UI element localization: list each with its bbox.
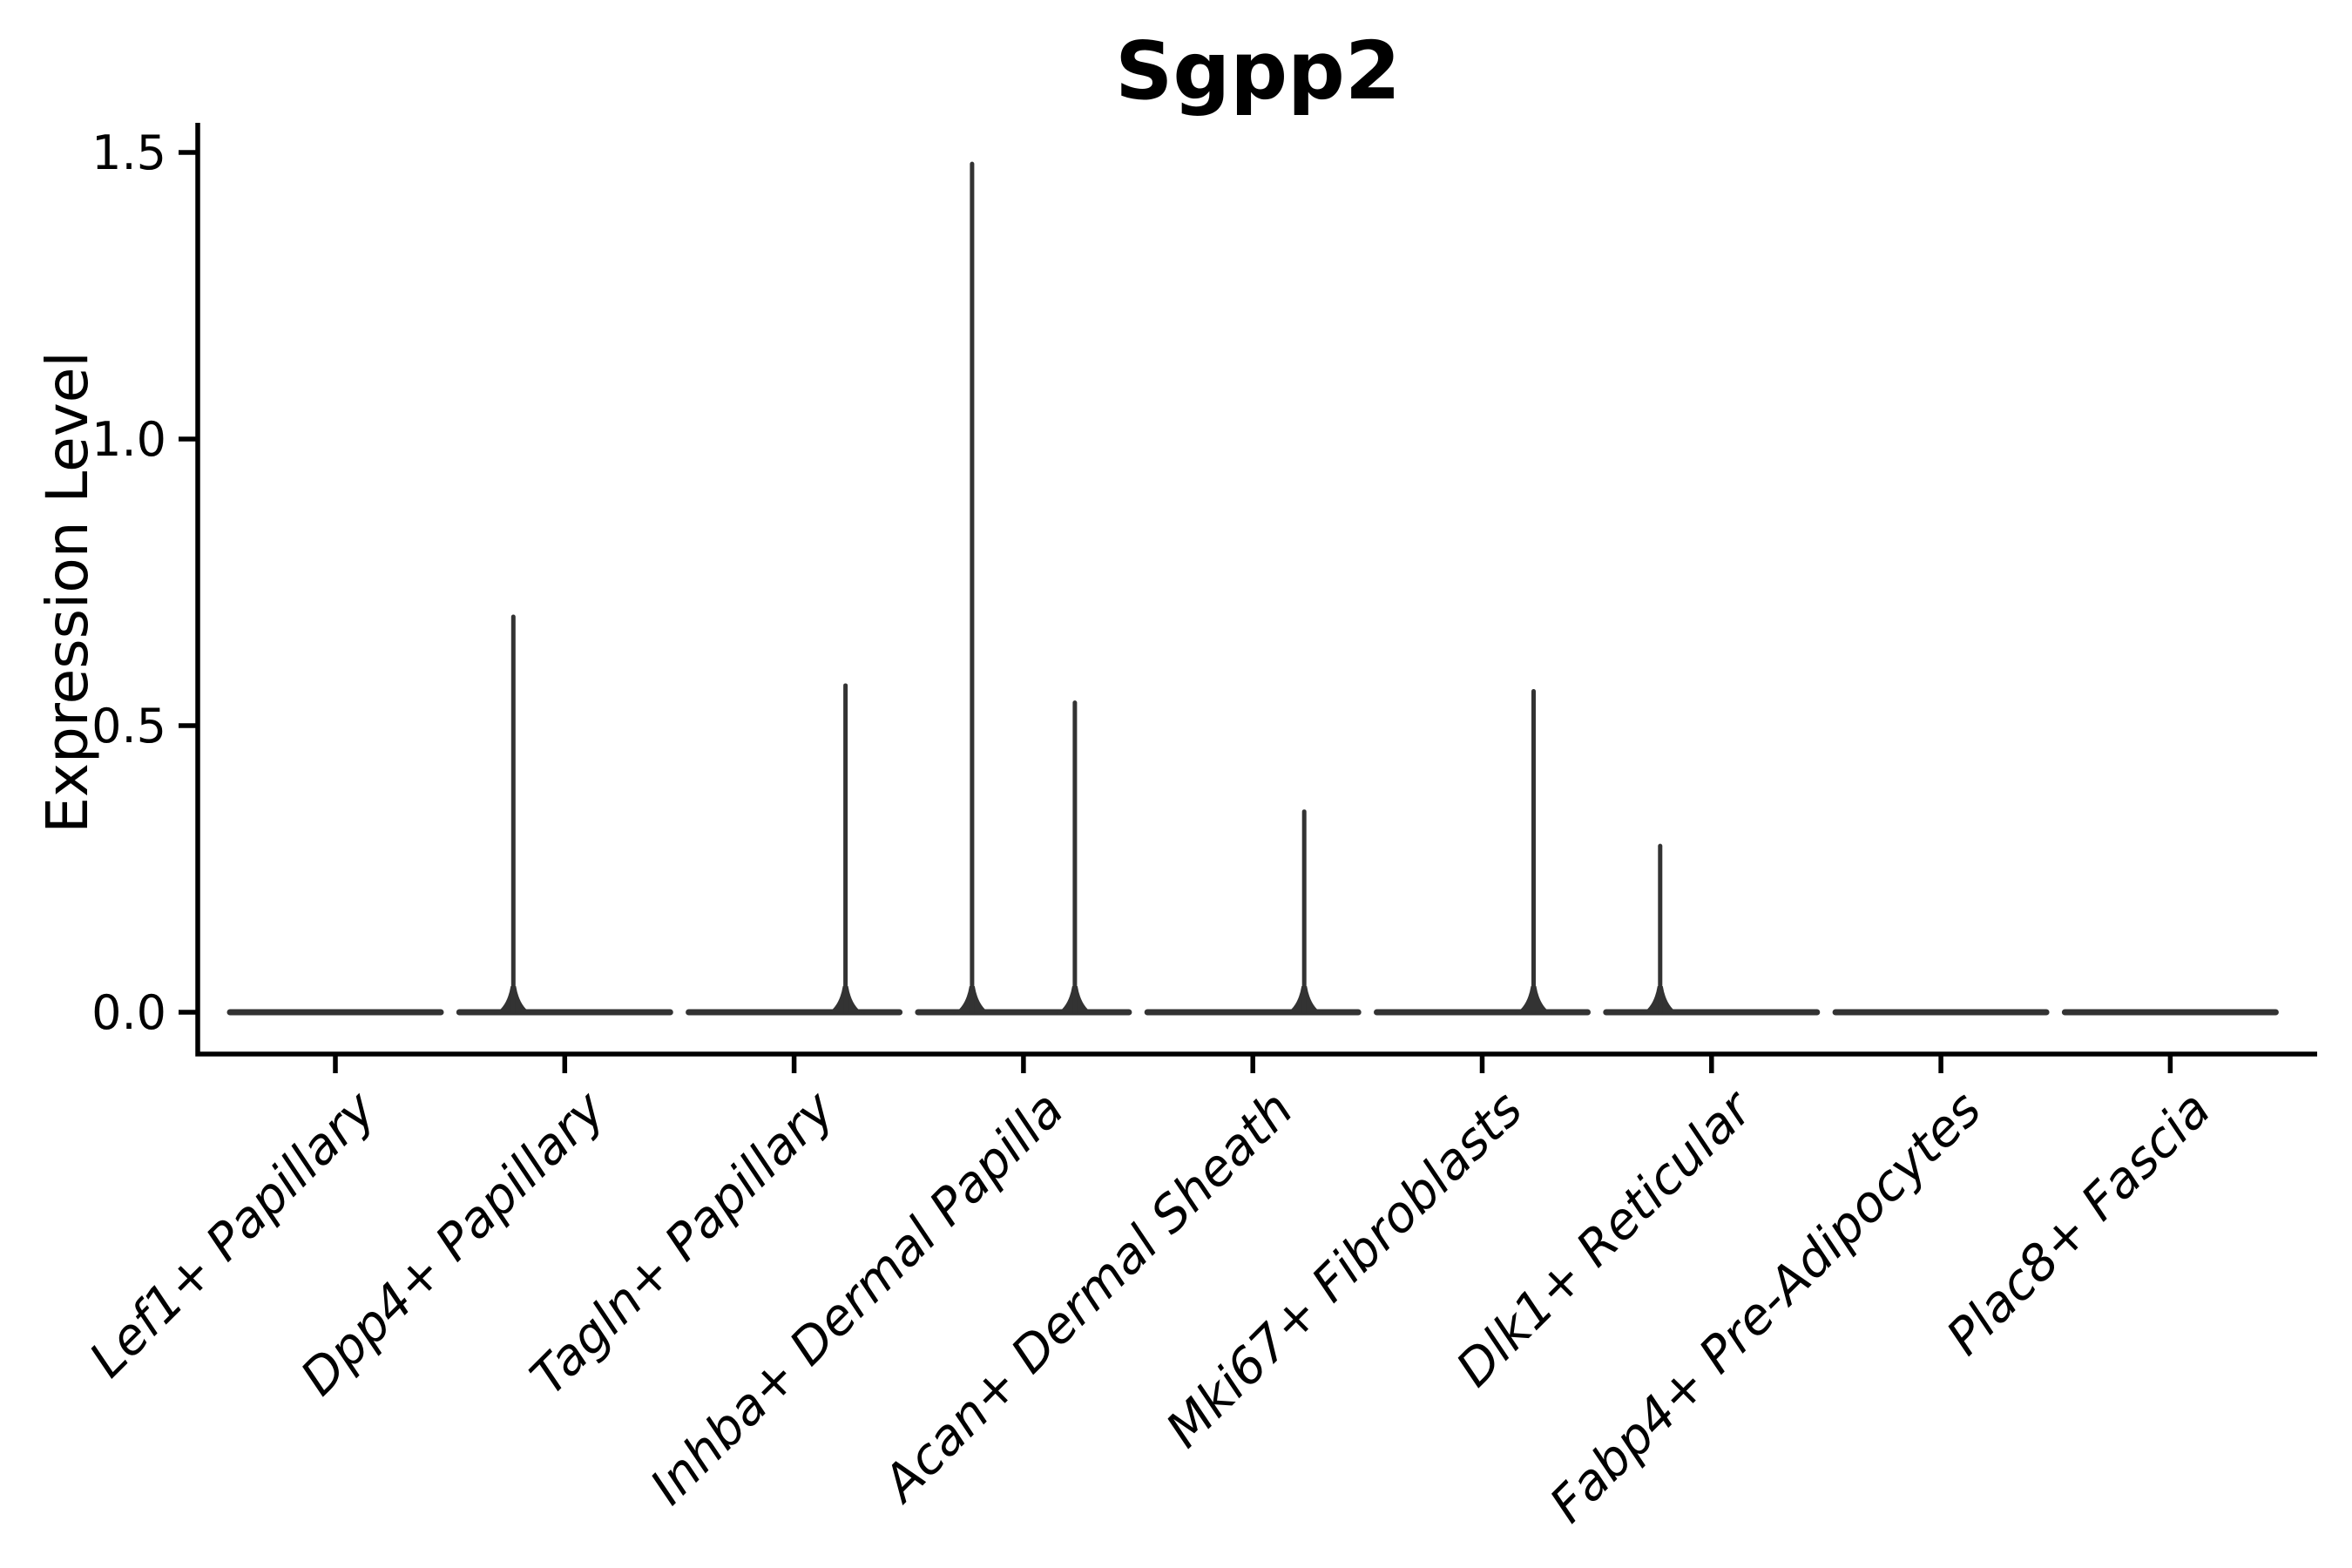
y-tick-label: 1.0 <box>91 412 166 467</box>
axes <box>195 123 2317 1057</box>
violin <box>915 161 1132 1016</box>
y-axis-label: Expression Level <box>34 351 101 833</box>
x-tick-label: Inhba+ Dermal Papilla <box>639 1080 1075 1516</box>
violin <box>686 683 903 1016</box>
violin <box>456 614 673 1016</box>
plot-title: Sgpp2 <box>1115 24 1401 118</box>
violin <box>1144 809 1362 1016</box>
y-tick-label: 1.5 <box>91 125 166 180</box>
y-axis-ticks: 0.0 0.5 1.0 1.5 <box>91 125 198 1040</box>
y-tick-label: 0.0 <box>91 985 166 1040</box>
violin <box>1374 689 1591 1016</box>
axis-spines <box>195 123 2317 1057</box>
y-tick-label: 0.5 <box>91 699 166 754</box>
x-tick-label: Fabp4+ Pre-Adipocytes <box>1539 1080 1992 1533</box>
violin-shapes <box>226 161 2279 1016</box>
x-tick-label: Acan+ Dermal Sheath <box>870 1080 1304 1514</box>
violin <box>1603 843 1821 1016</box>
